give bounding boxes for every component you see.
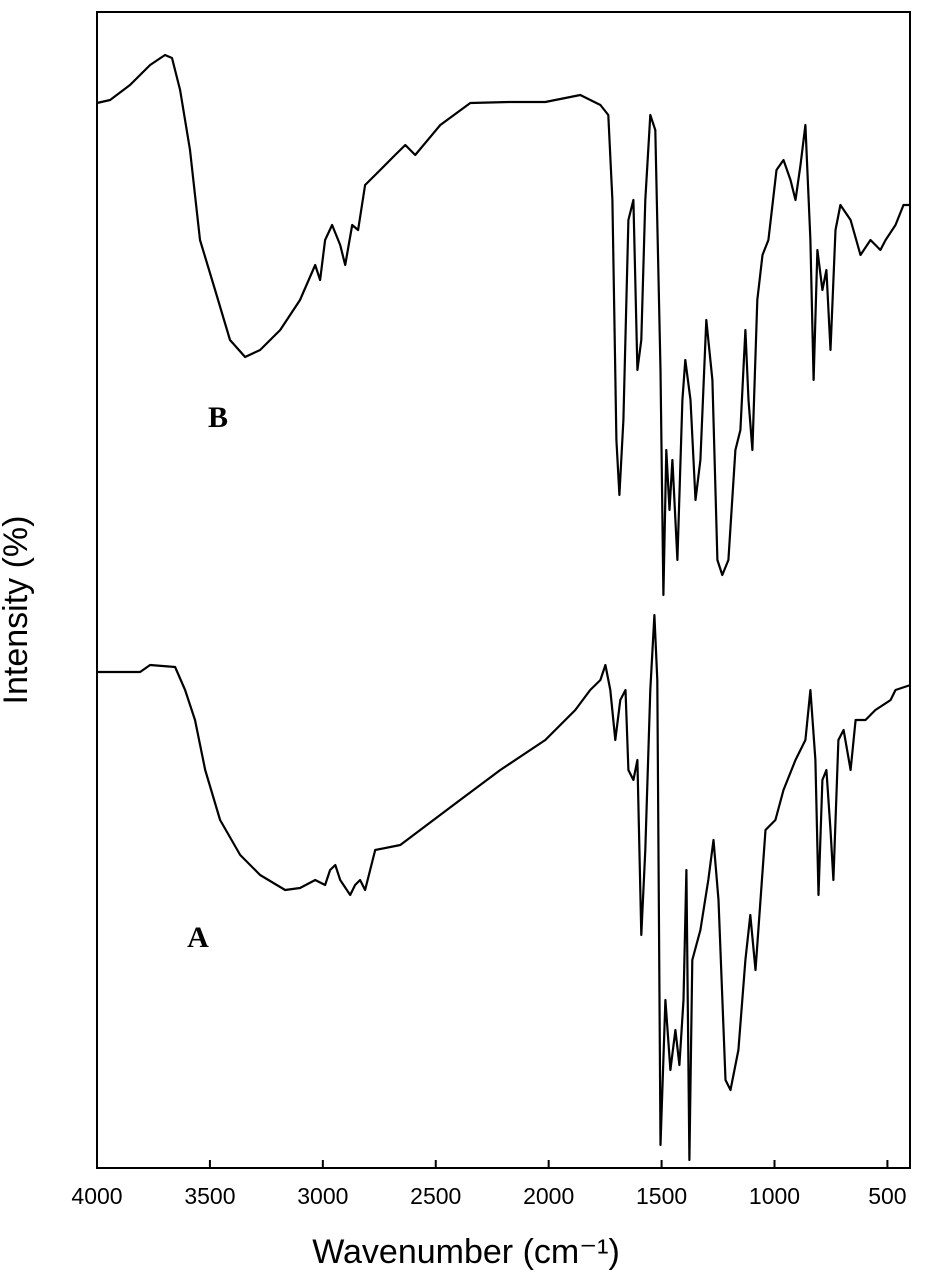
plot-frame	[96, 11, 911, 1169]
x-axis-label: Wavenumber (cm⁻¹)	[312, 1233, 620, 1271]
series-label: B	[208, 401, 228, 434]
x-tick-label: 1500	[636, 1183, 687, 1209]
x-tick-label: 3500	[184, 1183, 235, 1209]
spectrum-line	[96, 53, 911, 597]
x-tick-label: 3000	[297, 1183, 348, 1209]
x-tick-label: 1000	[749, 1183, 800, 1209]
y-axis-label: Intensity (%)	[0, 516, 35, 705]
x-tick-label: 2500	[410, 1183, 461, 1209]
x-tick-label: 2000	[523, 1183, 574, 1209]
spectrum-line	[97, 613, 911, 1162]
x-tick-label: 4000	[71, 1183, 122, 1209]
x-tick-label: 500	[868, 1183, 906, 1209]
series-label: A	[187, 921, 209, 954]
